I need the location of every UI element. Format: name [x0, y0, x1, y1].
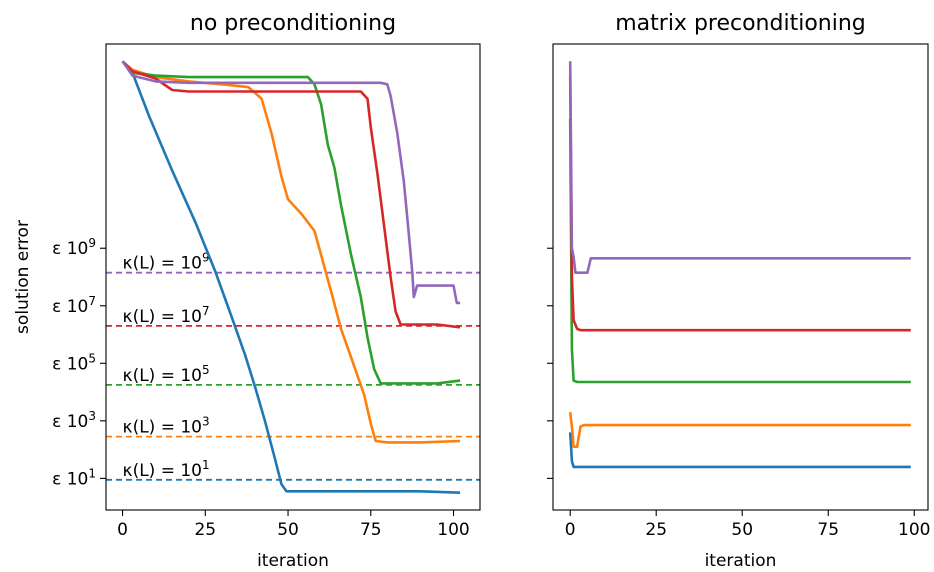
series-line [121, 60, 461, 385]
series-line [568, 75, 911, 332]
x-tick-label: 100 [898, 520, 930, 540]
x-tick-label: 75 [360, 520, 382, 540]
y-axis-label: solution error [13, 220, 33, 334]
x-tick-label: 25 [194, 520, 216, 540]
reference-line-label: κ(L) = 101 [123, 458, 210, 481]
y-tick-label: ε 107 [52, 294, 96, 317]
x-tick-label: 75 [817, 520, 839, 540]
y-tick-label: ε 101 [52, 466, 96, 489]
reference-line-label: κ(L) = 109 [123, 251, 210, 274]
chart-title: no preconditioning [190, 11, 396, 36]
x-axis-label: iteration [257, 551, 329, 571]
x-tick-label: 50 [277, 520, 299, 540]
axes-frame [552, 43, 929, 511]
series-line [568, 118, 911, 384]
axes-frame [105, 43, 481, 511]
series-line [568, 412, 911, 448]
x-tick-label: 100 [437, 520, 469, 540]
x-tick-label: 0 [565, 520, 576, 540]
chart-no-preconditioning: no preconditioning κ(L) = 101 κ(L) = 103 κ(… [13, 11, 481, 571]
series-line [568, 432, 911, 469]
chart-title: matrix preconditioning [615, 11, 866, 36]
series-line [121, 60, 461, 329]
x-axis-label: iteration [705, 551, 777, 571]
x-tick-label: 50 [731, 520, 753, 540]
series-line [121, 60, 461, 494]
series-line [568, 61, 911, 274]
reference-line-label: κ(L) = 103 [123, 415, 210, 438]
y-tick-label: ε 105 [52, 351, 96, 374]
y-tick-label: ε 103 [52, 409, 96, 432]
series-line [121, 60, 461, 305]
reference-line-label: κ(L) = 105 [123, 363, 210, 386]
chart-matrix-preconditioning: matrix preconditioning 0 25 50 75 100 iteratio… [547, 11, 930, 571]
x-tick-label: 0 [117, 520, 128, 540]
x-tick-label: 25 [645, 520, 667, 540]
reference-line-label: κ(L) = 107 [123, 304, 210, 327]
y-tick-label: ε 109 [52, 236, 96, 259]
